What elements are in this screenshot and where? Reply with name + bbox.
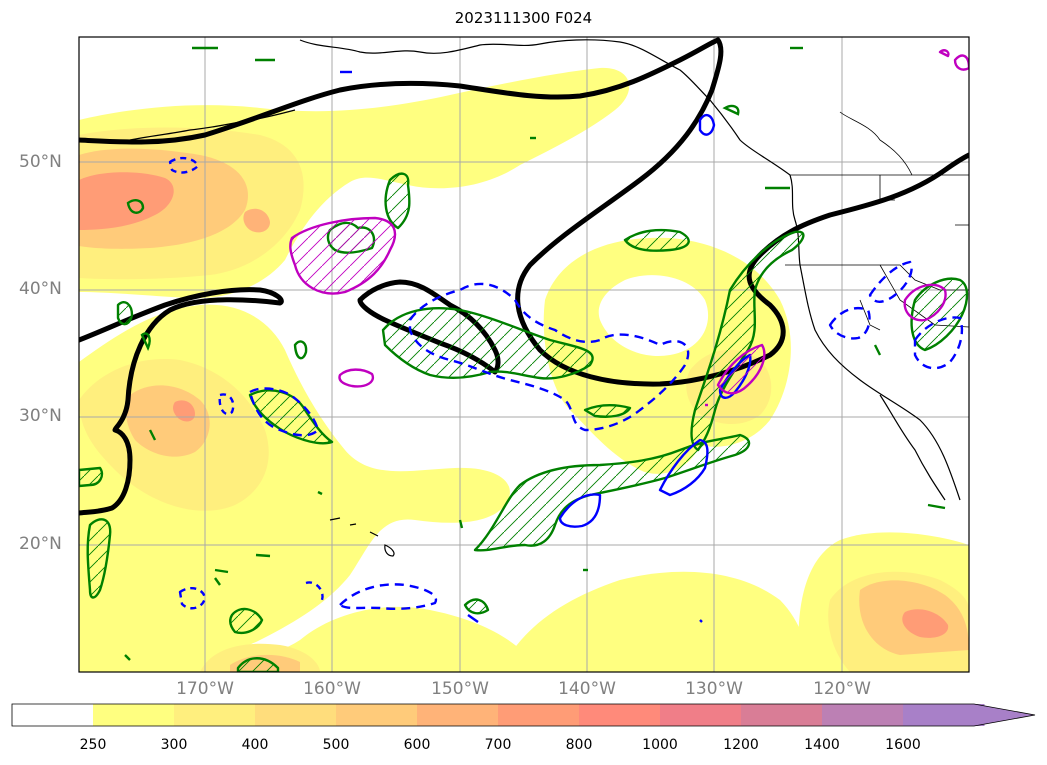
green-small-contours [124,46,946,661]
lon-label-120w: 120°W [813,679,871,699]
blue-solid-small-2 [467,614,479,623]
hawaii-islands [329,517,395,557]
blue-solid-north [698,113,716,136]
green-region-c [381,307,594,380]
colorbar-segment-7 [660,704,742,726]
magenta-region-east [903,283,947,322]
colorbar-outline [11,703,1036,727]
lon-label-140w: 140°W [558,679,616,699]
blue-dashed-west [248,387,320,437]
blue-dashed-far-east [913,316,964,370]
green-region-a [384,172,411,230]
colorbar-segment-9 [822,704,904,726]
blue-dashed-east [828,306,871,340]
ivt-band-600-west [173,400,195,422]
magenta-region-ne-2 [938,49,950,58]
blue-contours [168,70,964,623]
green-region-h [79,466,104,488]
lat-label-20n: 20°N [19,534,62,554]
magenta-region-ne [953,54,969,71]
colorbar-segment-2 [255,704,337,726]
coastlines [129,39,961,557]
lon-label-130w: 130°W [685,679,743,699]
lon-label-160w: 160°W [303,679,361,699]
green-region-j [229,607,264,634]
blue-solid-south [558,493,602,528]
colorbar-tick-700: 700 [484,737,512,753]
green-contours [79,172,969,672]
lat-label-40n: 40°N [19,279,62,299]
ivt-band-600-far-east [243,208,270,233]
magenta-region-north [289,216,397,295]
magenta-contours [289,49,969,407]
colorbar-segment-below [12,704,93,726]
colorbar [11,703,1036,727]
blue-dashed-east-2 [868,260,913,303]
us-west-coast [799,264,961,501]
ivt-region-subtropical [79,560,540,672]
green-region-o [583,404,632,418]
heavy-contour-west [79,287,284,516]
blue-dashed-west-small [218,393,235,416]
colorbar-segment-8 [741,704,823,726]
colorbar-tick-1400: 1400 [804,737,840,753]
colorbar-tick-300: 300 [160,737,188,753]
magenta-region-coastal [716,343,766,395]
ivt-region-southeast [500,571,810,672]
green-region-g [473,433,751,552]
ivt-band-600-north [79,172,174,230]
plot-frame [78,36,970,673]
colorbar-tick-800: 800 [565,737,593,753]
colorbar-tick-250: 250 [79,737,107,753]
colorbar-segment-3 [336,704,418,726]
colorbar-extend-arrow [903,704,1035,726]
blue-solid-dot [699,619,703,623]
baja-california [879,394,946,501]
colorbar-segment-6 [579,704,661,726]
colorbar-tick-1200: 1200 [723,737,759,753]
ivt-band-600-southeast [902,609,949,638]
colorbar-segment-1 [174,704,256,726]
alaska-coast [299,39,791,176]
bc-coast [789,174,801,266]
lat-label-50n: 50°N [19,152,62,172]
lon-label-170w: 170°W [176,679,234,699]
colorbar-tick-400: 400 [241,737,269,753]
lat-label-30n: 30°N [19,406,62,426]
map-title: 2023111300 F024 [454,9,593,27]
green-region-m [116,301,134,326]
green-region-k [236,657,280,672]
colorbar-segment-5 [498,704,580,726]
blue-dashed-central [408,282,690,432]
green-region-i [86,518,112,599]
lon-label-150w: 150°W [431,679,489,699]
aleutian-islands [129,109,296,141]
colorbar-tick-1000: 1000 [642,737,678,753]
blue-solid-coastal [658,438,709,497]
blue-dashed-south [338,583,438,610]
green-region-l [463,598,490,615]
colorbar-segment-0 [93,704,175,726]
colorbar-tick-1600: 1600 [885,737,921,753]
colorbar-segment-4 [417,704,499,726]
magenta-region-center [338,368,375,388]
green-region-d [248,389,334,445]
blue-dashed-north-small [168,156,200,174]
green-region-e [623,228,690,252]
colorbar-tick-600: 600 [403,737,431,753]
colorbar-tick-500: 500 [322,737,350,753]
blue-dashed-south-mid [305,581,324,601]
